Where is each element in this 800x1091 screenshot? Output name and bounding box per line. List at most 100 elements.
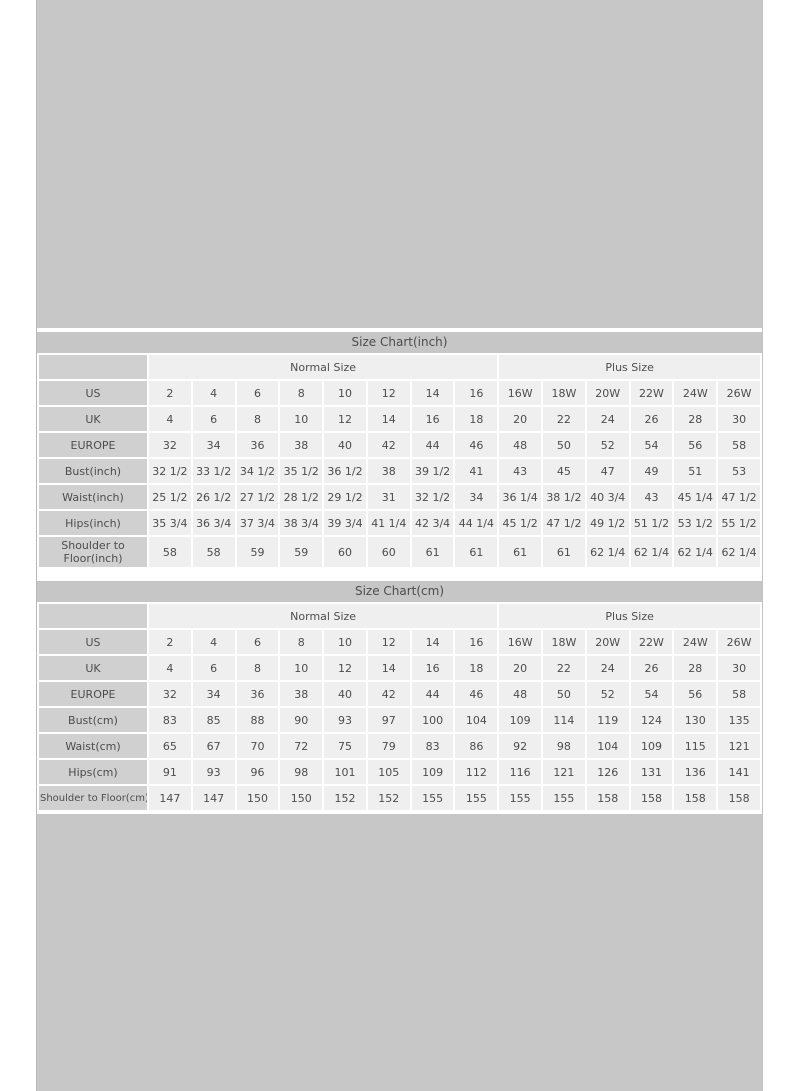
row-label: Shoulder to Floor(cm) [39,786,147,810]
table-cell: 46 [455,682,498,706]
table-cell: 47 1/2 [718,485,760,509]
table-cell: 28 [674,407,717,431]
table-cell: 150 [236,786,279,810]
table-cell: 55 1/2 [718,511,760,535]
table-cell: 88 [236,708,279,732]
table-cell: 16 [411,656,454,680]
table-cell: 32 [149,682,191,706]
table-cell: 158 [586,786,629,810]
table-cell: 34 1/2 [236,459,279,483]
table-cell: 52 [586,682,629,706]
table-cell: 70 [236,734,279,758]
table-cell: 72 [280,734,323,758]
table-cell: 30 [718,407,760,431]
table-cell: 45 [543,459,585,483]
table-cell: 16W [499,381,542,405]
row-label: UK [39,407,147,431]
table-cell: 126 [586,760,629,784]
row-label: Bust(inch) [39,459,147,483]
size-chart-inch: Size Chart(inch) Normal Size Plus Size US 2… [37,332,762,569]
table-cell: 18 [455,407,498,431]
table-cell: 44 [411,433,454,457]
table-cell: 32 1/2 [149,459,191,483]
table-row: Waist(inch) 25 1/2 26 1/2 27 1/2 28 1/2 29 1/… [39,485,760,509]
table-cell: 100 [411,708,454,732]
table-cell: 12 [367,630,410,654]
table-cell: 20 [499,656,542,680]
table-cell: 47 1/2 [543,511,585,535]
table-cell: 24 [586,407,629,431]
table-cell: 86 [455,734,498,758]
table-cell: 6 [236,630,279,654]
table-cell: 16 [455,630,498,654]
table-cell: 61 [411,537,454,567]
table-cell: 43 [630,485,673,509]
size-chart-cm-title: Size Chart(cm) [37,581,762,602]
table-cell: 47 [586,459,629,483]
table-cell: 38 [367,459,410,483]
table-cell: 44 [411,682,454,706]
table-row: Bust(inch) 32 1/2 33 1/2 34 1/2 35 1/2 36 1/2… [39,459,760,483]
table-cell: 101 [324,760,366,784]
table-cell: 43 [499,459,542,483]
table-cell: 56 [674,682,717,706]
table-cell: 22 [543,407,585,431]
table-cell: 67 [192,734,235,758]
table-cell: 75 [324,734,366,758]
table-row: Bust(cm) 83 85 88 90 93 97 100 104 109 114 119 124 13… [39,708,760,732]
table-cell: 28 [674,656,717,680]
table-row: Hips(inch) 35 3/4 36 3/4 37 3/4 38 3/4 39 3/4… [39,511,760,535]
table-cell: 158 [718,786,760,810]
table-cell: 33 1/2 [192,459,235,483]
table-cell: 59 [280,537,323,567]
table-cell: 24 [586,656,629,680]
table-cell: 109 [411,760,454,784]
table-cell: 36 1/4 [499,485,542,509]
table-cell: 8 [236,407,279,431]
table-cell: 36 1/2 [324,459,366,483]
table-cell: 35 1/2 [280,459,323,483]
corner-cell [39,355,147,379]
table-cell: 152 [324,786,366,810]
table-cell: 36 [236,682,279,706]
table-cell: 4 [192,381,235,405]
row-label: Shoulder to Floor(inch) [39,537,147,567]
table-cell: 155 [499,786,542,810]
table-cell: 124 [630,708,673,732]
table-cell: 38 1/2 [543,485,585,509]
table-cell: 30 [718,656,760,680]
table-cell: 131 [630,760,673,784]
table-cell: 22W [630,381,673,405]
table-cell: 50 [543,682,585,706]
table-cell: 10 [280,656,323,680]
table-cell: 79 [367,734,410,758]
table-cell: 56 [674,433,717,457]
table-cell: 52 [586,433,629,457]
table-cell: 46 [455,433,498,457]
table-cell: 51 1/2 [630,511,673,535]
table-cell: 34 [192,682,235,706]
corner-cell [39,604,147,628]
table-cell: 58 [718,682,760,706]
table-cell: 119 [586,708,629,732]
table-cell: 14 [367,407,410,431]
table-cell: 98 [543,734,585,758]
size-chart-inch-title: Size Chart(inch) [37,332,762,353]
table-cell: 14 [411,381,454,405]
gray-panel: Size Chart(inch) Normal Size Plus Size US 2… [36,0,763,1091]
table-cell: 104 [586,734,629,758]
table-cell: 12 [324,407,366,431]
table-cell: 44 1/4 [455,511,498,535]
table-cell: 54 [630,682,673,706]
table-cell: 16W [499,630,542,654]
table-cell: 8 [236,656,279,680]
table-cell: 26W [718,381,760,405]
table-cell: 31 [367,485,410,509]
table-cell: 38 [280,682,323,706]
table-cell: 92 [499,734,542,758]
table-cell: 109 [630,734,673,758]
table-cell: 121 [543,760,585,784]
table-cell: 34 [455,485,498,509]
table-cell: 37 3/4 [236,511,279,535]
table-cell: 93 [324,708,366,732]
